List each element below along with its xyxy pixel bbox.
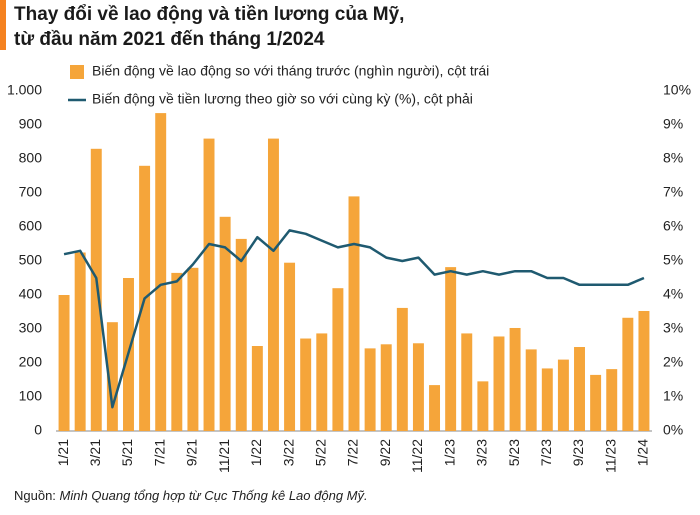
source-label: Nguồn: [14, 488, 60, 503]
y-tick-label: 500 [19, 252, 43, 268]
y2-tick-label: 1% [663, 388, 683, 404]
x-tick-label: 9/23 [570, 439, 586, 466]
y-tick-label: 200 [19, 354, 43, 370]
bar [606, 369, 618, 431]
bar [284, 262, 296, 431]
y-tick-label: 400 [19, 286, 43, 302]
chart-title: Thay đổi về lao động và tiền lương của M… [14, 4, 404, 25]
source: Nguồn: Minh Quang tổng hợp từ Cục Thống … [14, 488, 368, 503]
bar [493, 336, 505, 431]
bar [300, 338, 312, 431]
bar [557, 359, 569, 431]
x-tick-label: 3/21 [87, 439, 103, 466]
y2-tick-label: 4% [663, 286, 683, 302]
bar [332, 288, 344, 431]
x-tick-label: 11/23 [602, 439, 618, 473]
source-text: Minh Quang tổng hợp từ Cục Thống kê Lao … [60, 488, 368, 503]
y-tick-label: 300 [19, 320, 43, 336]
x-tick-label: 11/21 [216, 439, 232, 473]
bar [316, 333, 328, 431]
bar [412, 343, 424, 431]
x-tick-label: 5/23 [506, 439, 522, 466]
bar [622, 317, 634, 431]
y-tick-label: 800 [19, 150, 43, 166]
bar [380, 344, 392, 431]
bar [203, 138, 215, 431]
x-tick-label: 5/21 [119, 439, 135, 466]
title-accent [0, 0, 6, 50]
y-tick-label: 1.000 [7, 82, 42, 98]
x-tick-label: 11/22 [409, 439, 425, 473]
y-tick-label: 600 [19, 218, 43, 234]
bar [106, 322, 118, 431]
bar [267, 138, 279, 431]
y2-tick-label: 0% [663, 422, 683, 438]
bar [235, 238, 247, 431]
y2-tick-label: 9% [663, 116, 683, 132]
x-tick-label: 1/21 [55, 439, 71, 466]
x-tick-label: 7/22 [345, 439, 361, 466]
bar [219, 216, 231, 431]
y2-tick-label: 10% [663, 82, 691, 98]
bar [477, 381, 489, 431]
y2-tick-label: 8% [663, 150, 683, 166]
y-tick-label: 900 [19, 116, 43, 132]
x-tick-label: 3/22 [280, 439, 296, 466]
x-tick-label: 1/24 [635, 439, 651, 466]
legend-swatch [70, 65, 84, 79]
y2-tick-label: 6% [663, 218, 683, 234]
bar [574, 347, 585, 431]
x-tick-label: 1/23 [441, 439, 457, 466]
y2-tick-label: 2% [663, 354, 683, 370]
bar [396, 307, 408, 431]
bar [155, 113, 167, 431]
x-tick-label: 5/22 [312, 439, 328, 466]
x-tick-label: 3/23 [474, 439, 490, 466]
y2-tick-label: 7% [663, 184, 683, 200]
bar [74, 252, 86, 431]
bar [590, 374, 602, 431]
x-tick-label: 7/23 [538, 439, 554, 466]
bar [525, 349, 537, 431]
y2-tick-label: 5% [663, 252, 683, 268]
x-tick-label: 9/22 [377, 439, 393, 466]
bar [429, 385, 441, 431]
bar [445, 267, 457, 431]
bar [58, 295, 70, 431]
legend-label: Biến động về lao động so với tháng trước… [92, 63, 489, 79]
bar [364, 348, 376, 431]
bar [171, 272, 183, 431]
line [63, 229, 645, 409]
bar [509, 327, 521, 431]
bar [251, 346, 263, 431]
y-tick-label: 700 [19, 184, 43, 200]
bar [348, 196, 360, 431]
bar [90, 148, 102, 432]
x-tick-label: 1/22 [248, 439, 264, 466]
chart-title: từ đầu năm 2021 đến tháng 1/2024 [14, 29, 325, 50]
y2-tick-label: 3% [663, 320, 683, 336]
bar [461, 333, 473, 431]
bar [541, 368, 553, 431]
y-tick-label: 0 [34, 422, 42, 438]
x-tick-label: 9/21 [184, 439, 200, 466]
x-tick-label: 7/21 [151, 439, 167, 466]
bar [187, 267, 199, 431]
legend-label: Biến động về tiền lương theo giờ so với … [92, 91, 473, 107]
y-tick-label: 100 [19, 388, 43, 404]
bar [638, 310, 650, 431]
